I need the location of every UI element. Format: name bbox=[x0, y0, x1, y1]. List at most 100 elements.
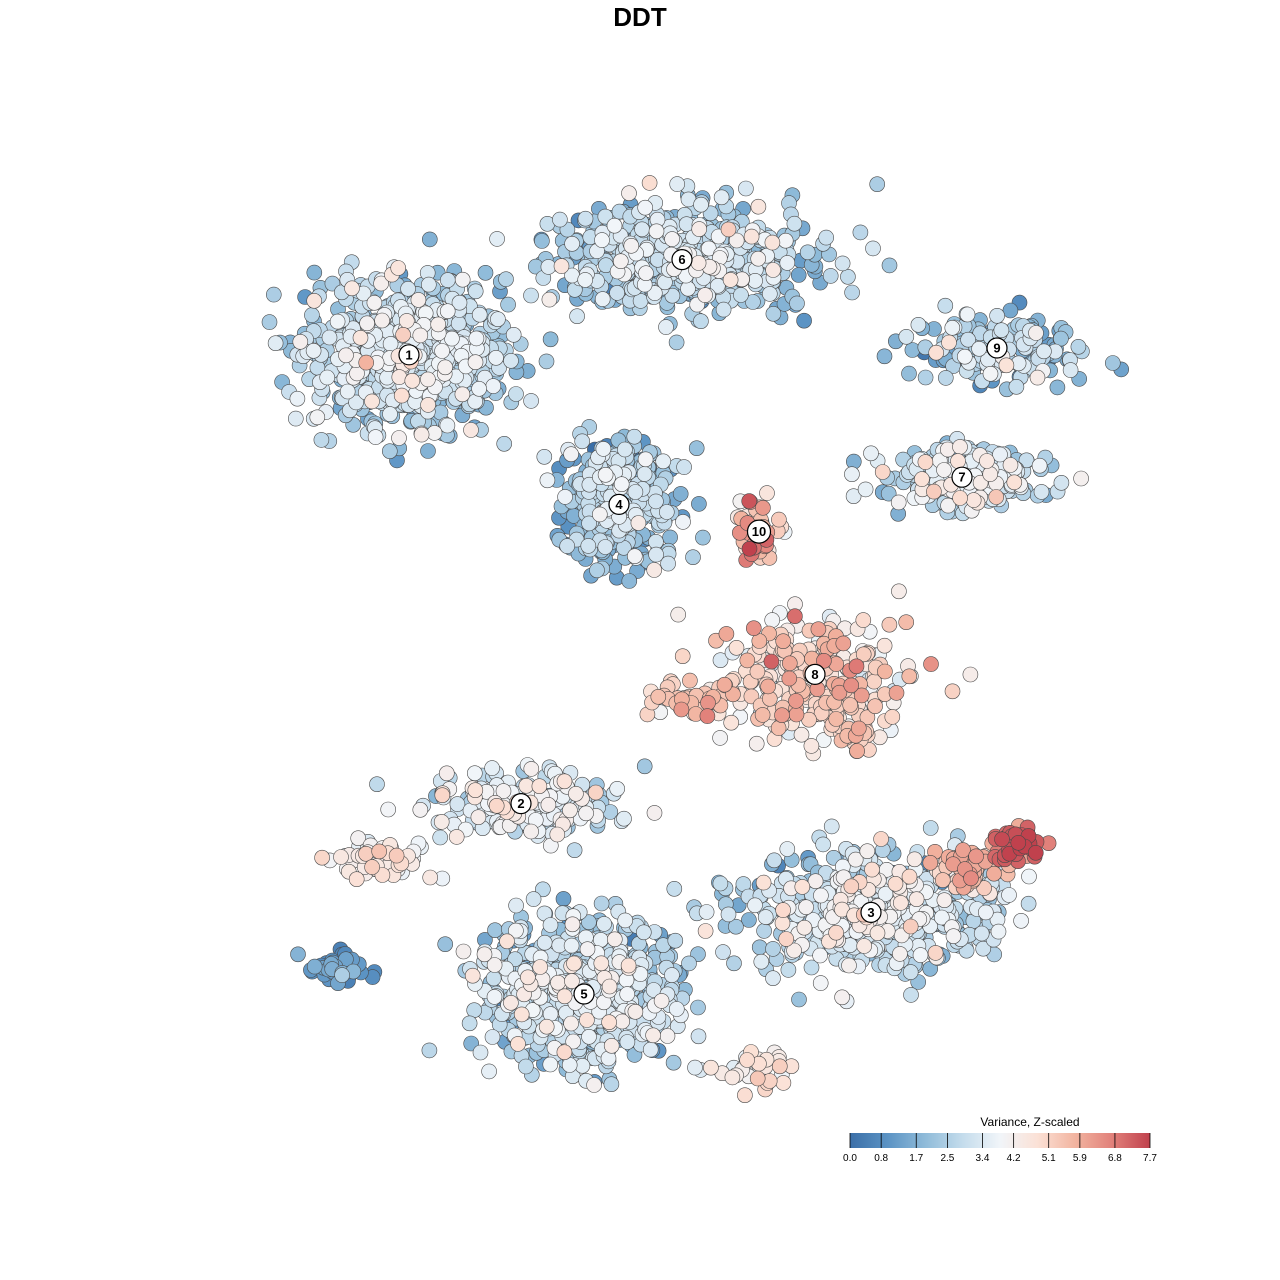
scatter-point bbox=[973, 925, 990, 942]
scatter-point bbox=[587, 784, 604, 801]
scatter-point bbox=[536, 934, 553, 951]
scatter-point bbox=[726, 955, 742, 972]
scatter-point bbox=[589, 562, 605, 579]
scatter-point bbox=[787, 608, 803, 625]
scatter-point bbox=[1070, 338, 1087, 355]
scatter-point bbox=[700, 694, 716, 711]
scatter-point bbox=[813, 887, 829, 904]
scatter-point bbox=[566, 955, 582, 972]
scatter-point bbox=[693, 196, 709, 213]
scatter-point bbox=[668, 1001, 685, 1017]
scatter-point bbox=[470, 809, 487, 826]
scatter-point bbox=[898, 328, 915, 345]
scatter-point bbox=[1053, 330, 1069, 347]
scatter-point bbox=[904, 342, 921, 358]
scatter-point bbox=[771, 511, 787, 528]
scatter-point bbox=[455, 943, 472, 960]
scatter-point bbox=[703, 1059, 719, 1076]
scatter-point bbox=[609, 285, 625, 301]
scatter-point bbox=[635, 924, 652, 941]
scatter-point bbox=[849, 743, 865, 759]
scatter-point bbox=[699, 708, 716, 724]
cluster-label-8: 8 bbox=[804, 663, 826, 686]
scatter-point bbox=[1006, 474, 1023, 491]
scatter-point bbox=[765, 941, 781, 957]
scatter-point bbox=[523, 823, 539, 840]
colorbar-tick-label: 0.0 bbox=[843, 1153, 857, 1164]
scatter-point bbox=[843, 677, 860, 694]
scatter-point bbox=[267, 335, 284, 352]
cluster-label-text: 10 bbox=[752, 524, 766, 539]
scatter-point bbox=[485, 378, 502, 394]
scatter-point bbox=[601, 978, 618, 995]
scatter-point bbox=[672, 486, 689, 502]
scatter-point bbox=[412, 327, 429, 344]
scatter-point bbox=[914, 471, 930, 487]
scatter-point bbox=[382, 406, 398, 422]
scatter-point bbox=[863, 445, 879, 462]
scatter-point bbox=[901, 668, 918, 685]
scatter-point bbox=[761, 286, 778, 302]
scatter-point bbox=[867, 698, 883, 715]
scatter-point bbox=[472, 1044, 489, 1061]
scatter-point bbox=[619, 1034, 636, 1050]
scatter-point bbox=[965, 492, 982, 508]
scatter-point bbox=[693, 313, 709, 330]
scatter-point bbox=[788, 706, 805, 723]
scatter-point bbox=[775, 902, 791, 918]
chart-title: DDT bbox=[613, 2, 667, 32]
scatter-point bbox=[674, 648, 691, 665]
scatter-point bbox=[574, 433, 591, 450]
scatter-point bbox=[796, 312, 812, 329]
scatter-point bbox=[722, 272, 739, 288]
scatter-point bbox=[799, 244, 816, 261]
scatter-point bbox=[513, 1006, 530, 1023]
colorbar-tick-label: 0.8 bbox=[874, 1153, 888, 1164]
cluster-label-7: 7 bbox=[951, 466, 973, 488]
scatter-point bbox=[741, 493, 758, 509]
scatter-point bbox=[559, 538, 576, 554]
scatter-point bbox=[852, 224, 869, 241]
cluster-label-1: 1 bbox=[398, 344, 420, 366]
scatter-point bbox=[810, 621, 827, 638]
scatter-point bbox=[650, 688, 667, 705]
scatter-point bbox=[481, 1063, 497, 1080]
scatter-point bbox=[763, 653, 780, 670]
cluster-label-text: 2 bbox=[517, 796, 524, 811]
scatter-point bbox=[553, 258, 570, 274]
scatter-point bbox=[697, 923, 714, 939]
scatter-point bbox=[828, 711, 845, 727]
scatter-point bbox=[841, 957, 857, 974]
scatter-point bbox=[566, 842, 583, 859]
scatter-point bbox=[887, 875, 904, 892]
scatter-point bbox=[564, 236, 580, 252]
scatter-point bbox=[421, 1042, 438, 1059]
scatter-point bbox=[823, 818, 840, 835]
scatter-point bbox=[756, 923, 772, 939]
scatter-point bbox=[755, 499, 771, 516]
scatter-point bbox=[690, 999, 706, 1016]
scatter-point bbox=[444, 330, 460, 347]
scatter-point bbox=[563, 937, 580, 954]
scatter-point bbox=[670, 606, 687, 623]
scatter-point bbox=[564, 916, 581, 933]
scatter-point bbox=[364, 393, 380, 410]
scatter-point bbox=[484, 1029, 501, 1045]
scatter-point bbox=[910, 316, 927, 333]
scatter-point bbox=[1033, 484, 1050, 500]
scatter-point bbox=[636, 466, 653, 482]
cluster-label-text: 7 bbox=[958, 470, 965, 485]
scatter-point bbox=[594, 232, 610, 248]
colorbar-tick-label: 6.8 bbox=[1108, 1153, 1122, 1164]
scatter-point bbox=[977, 904, 994, 921]
scatter-point bbox=[739, 1052, 755, 1068]
scatter-point bbox=[437, 359, 454, 376]
cluster-label-text: 9 bbox=[993, 341, 1000, 356]
scatter-point bbox=[410, 292, 427, 308]
scatter-point bbox=[990, 923, 1007, 940]
scatter-point bbox=[695, 529, 711, 546]
scatter-point bbox=[892, 895, 909, 911]
scatter-point bbox=[828, 924, 844, 941]
scatter-point bbox=[508, 386, 524, 402]
scatter-point bbox=[998, 357, 1015, 374]
